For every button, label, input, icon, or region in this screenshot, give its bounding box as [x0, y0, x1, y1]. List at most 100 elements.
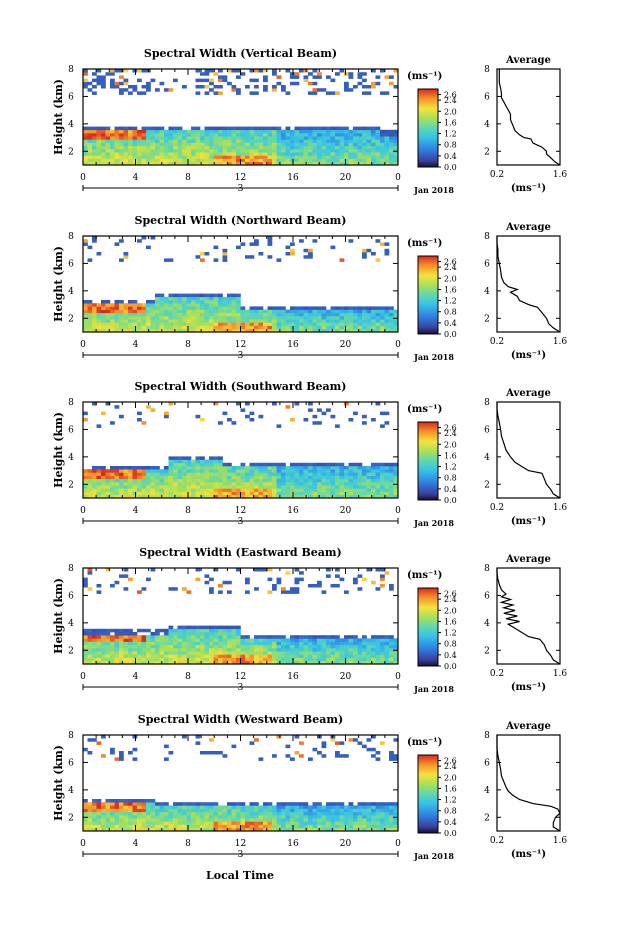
- avg-unit: (ms⁻¹): [511, 516, 546, 527]
- avg-x-tick-label: 0.2: [490, 170, 504, 180]
- heatmap-cell: [285, 651, 291, 655]
- heatmap-cell: [195, 628, 201, 633]
- heatmap-cell: [177, 126, 183, 131]
- heatmap-cell: [227, 811, 232, 816]
- heatmap-cell: [375, 821, 381, 825]
- heatmap-cell: [357, 488, 363, 492]
- heatmap-cell: [348, 808, 354, 813]
- heatmap-cell: [105, 491, 111, 496]
- heatmap-cell: [218, 638, 223, 642]
- colorbar-tick-label: 2.6: [444, 590, 457, 599]
- heatmap-cell: [137, 309, 142, 314]
- heatmap-cell: [326, 322, 331, 326]
- heatmap-cell: [231, 625, 237, 630]
- heatmap-cell: [96, 808, 102, 813]
- heatmap-cell: [119, 319, 124, 323]
- heatmap-cell: [105, 568, 111, 572]
- heatmap-cell: [389, 805, 394, 809]
- heatmap-cell: [366, 136, 372, 140]
- heatmap-cell: [281, 309, 286, 314]
- heatmap-cell: [380, 815, 385, 819]
- heatmap-cell: [362, 654, 367, 658]
- heatmap-cell: [164, 651, 169, 655]
- heatmap-cell: [380, 469, 385, 473]
- heatmap-cell: [137, 472, 142, 476]
- heatmap-cell: [114, 802, 120, 806]
- heatmap-cell: [119, 628, 124, 633]
- heatmap-cell: [339, 488, 345, 492]
- heatmap-cell: [191, 158, 196, 163]
- heatmap-cell: [371, 319, 376, 323]
- heatmap-cell: [339, 827, 345, 832]
- heatmap-cell: [92, 142, 97, 147]
- heatmap-cell: [281, 319, 286, 323]
- heatmap-cell: [245, 651, 250, 655]
- heatmap-cell: [393, 738, 399, 742]
- heatmap-cell: [249, 319, 255, 323]
- colorbar-tick-label: 1.6: [444, 118, 457, 127]
- heatmap-cell: [312, 145, 318, 150]
- heatmap-cell: [123, 644, 129, 649]
- heatmap-cell: [227, 136, 232, 140]
- heatmap-cell: [308, 584, 313, 588]
- heatmap-cell: [240, 494, 246, 499]
- heatmap-cell: [330, 161, 336, 166]
- heatmap-cell: [173, 133, 178, 137]
- heatmap-cell: [348, 815, 354, 819]
- heatmap-cell: [348, 494, 354, 499]
- heatmap-cell: [231, 824, 237, 829]
- y-tick-label: 8: [68, 731, 74, 741]
- heatmap-cell: [294, 133, 300, 137]
- heatmap-cell: [101, 411, 106, 416]
- heatmap-cell: [362, 328, 367, 333]
- heatmap-cell: [348, 142, 354, 147]
- heatmap-cell: [245, 129, 250, 134]
- heatmap-cell: [389, 808, 394, 813]
- heatmap-cell: [326, 139, 331, 143]
- heatmap-cell: [218, 644, 223, 649]
- heatmap-cell: [339, 657, 345, 662]
- heatmap-cell: [119, 808, 124, 813]
- heatmap-cell: [114, 155, 120, 159]
- heatmap-cell: [195, 149, 201, 153]
- heatmap-cell: [308, 478, 313, 483]
- heatmap-cell: [96, 644, 102, 649]
- heatmap-cell: [141, 660, 147, 665]
- heatmap-cell: [83, 328, 88, 333]
- heatmap-cell: [186, 478, 192, 483]
- heatmap-cell: [249, 815, 255, 819]
- heatmap-cell: [267, 482, 273, 486]
- heatmap-cell: [155, 660, 160, 665]
- heatmap-cell: [213, 316, 219, 320]
- heatmap-cell: [263, 635, 268, 639]
- heatmap-cell: [110, 149, 115, 153]
- heatmap-cell: [114, 142, 120, 147]
- heatmap-cell: [123, 808, 129, 813]
- heatmap-cell: [150, 827, 156, 832]
- heatmap-cell: [384, 660, 390, 665]
- heatmap-cell: [344, 635, 349, 639]
- heatmap-cell: [339, 654, 345, 658]
- heatmap-cell: [101, 657, 106, 662]
- heatmap-cell: [249, 472, 255, 476]
- heatmap-cell: [222, 628, 228, 633]
- heatmap-cell: [299, 660, 304, 665]
- heatmap-cell: [222, 252, 228, 256]
- heatmap-cell: [83, 811, 88, 816]
- heatmap-cell: [227, 805, 232, 809]
- heatmap-cell: [357, 811, 363, 816]
- heatmap-cell: [312, 815, 318, 819]
- heatmap-cell: [236, 482, 241, 486]
- heatmap-cell: [191, 802, 196, 806]
- heatmap-cell: [285, 142, 291, 147]
- heatmap-cell: [393, 821, 399, 825]
- heatmap-cell: [272, 69, 277, 73]
- heatmap-cell: [110, 322, 115, 326]
- heatmap-cell: [137, 478, 142, 483]
- heatmap-cell: [204, 827, 210, 832]
- heatmap-cell: [227, 300, 232, 304]
- heatmap-cell: [321, 644, 327, 649]
- heatmap-cell: [114, 641, 120, 646]
- heatmap-cell: [146, 142, 151, 147]
- heatmap-cell: [384, 635, 390, 639]
